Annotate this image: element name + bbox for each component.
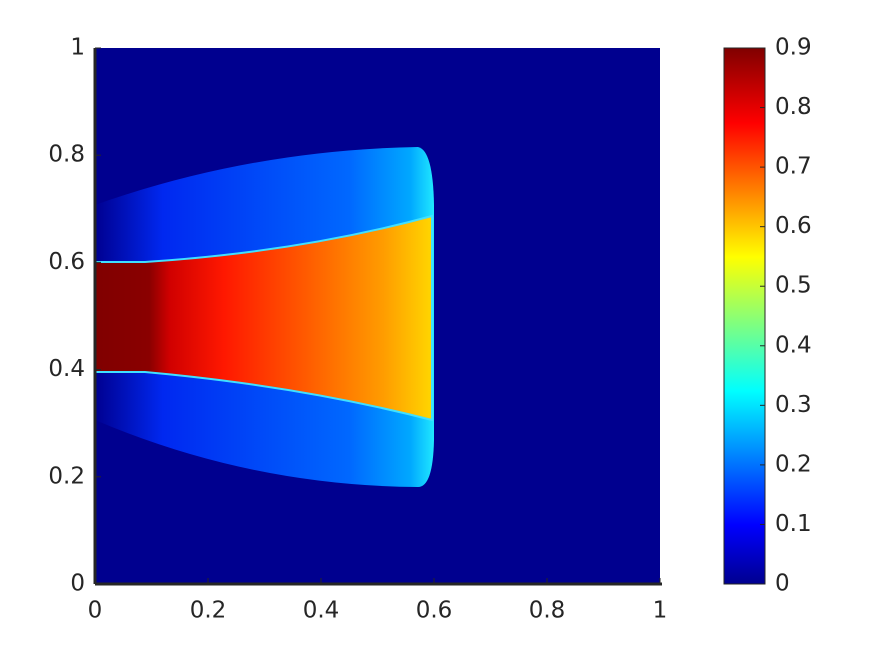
x-tick-label: 0 xyxy=(88,598,103,624)
colorbar-tick-label: 0.4 xyxy=(775,332,812,358)
y-tick-label: 0.6 xyxy=(48,249,85,275)
y-tick-label: 0.4 xyxy=(48,356,85,382)
colorbar-tick-label: 0.6 xyxy=(775,213,812,239)
colorbar-tick-label: 0 xyxy=(775,571,790,597)
x-tick-label: 0.8 xyxy=(529,598,566,624)
colorbar-tick-label: 0.1 xyxy=(775,511,812,537)
plume-core xyxy=(94,214,433,422)
y-tick-label: 0.8 xyxy=(48,142,85,168)
colorbar-tick-label: 0.7 xyxy=(775,154,812,180)
colorbar-tick-label: 0.9 xyxy=(775,35,812,61)
x-tick-label: 0.2 xyxy=(190,598,227,624)
colorbar-tick-label: 0.8 xyxy=(775,94,812,120)
x-tick-label: 0.6 xyxy=(416,598,453,624)
x-tick-label: 1 xyxy=(653,598,668,624)
x-tick-label: 0.4 xyxy=(303,598,340,624)
colorbar xyxy=(723,47,766,585)
colorbar-tick-label: 0.3 xyxy=(775,392,812,418)
axes xyxy=(93,48,662,586)
colorbar-tick-label: 0.2 xyxy=(775,451,812,477)
y-tick-label: 1 xyxy=(70,35,85,61)
field xyxy=(94,48,660,584)
y-tick-label: 0.2 xyxy=(48,463,85,489)
colorbar-tick-label: 0.5 xyxy=(775,273,812,299)
y-tick-label: 0 xyxy=(70,571,85,597)
